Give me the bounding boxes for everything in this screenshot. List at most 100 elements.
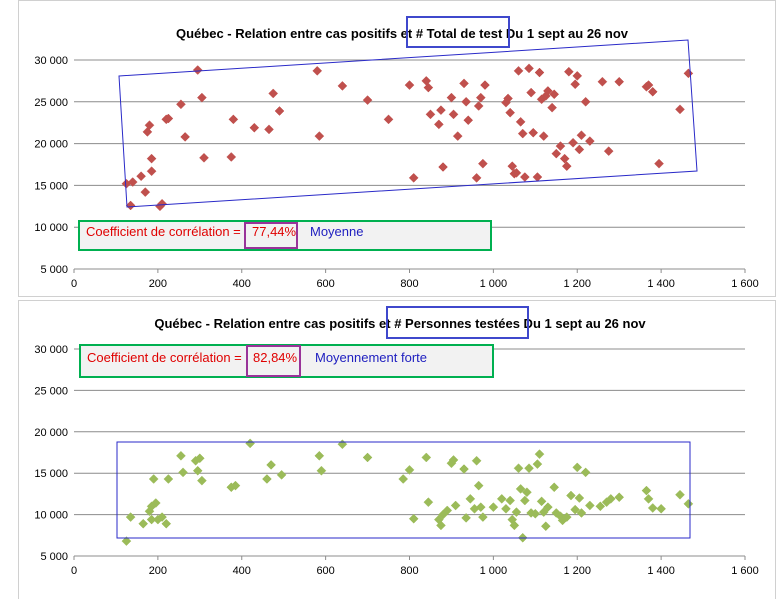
chart-1-data-point (226, 152, 237, 162)
chart-1-data-point (654, 158, 664, 169)
chart-1-data-point (507, 161, 518, 172)
chart-1-x-tick-label: 1 000 (480, 278, 508, 290)
chart-1-data-point (436, 105, 446, 116)
chart-1-annotation-value: 77,44% (252, 224, 297, 239)
chart-2-data-point (536, 496, 547, 507)
chart-2-data-point (121, 536, 132, 546)
chart-1-title-part-3: Du 1 sept au 26 nov (502, 26, 628, 41)
chart-2-data-point (404, 465, 415, 475)
chart-2-data-point (505, 495, 516, 506)
chart-2-y-tick-label: 30 000 (34, 344, 68, 356)
chart-2-y-tick-label: 10 000 (34, 510, 68, 522)
chart-2-data-point (436, 520, 446, 531)
chart-1-data-point (519, 172, 530, 182)
chart-2-x-tick-label: 600 (316, 565, 334, 577)
chart-1-data-point (192, 65, 203, 75)
chart-1-data-point (568, 137, 578, 148)
chart-1-data-point (574, 144, 585, 155)
chart-1-data-point (125, 200, 136, 211)
chart-2-data-point (459, 464, 469, 474)
chart-1-x-tick-label: 1 600 (731, 278, 759, 290)
chart-1-data-point (337, 81, 348, 91)
chart-1-data-point (551, 148, 562, 159)
chart-2-data-point (540, 521, 551, 532)
chart-1-data-point (538, 131, 549, 141)
chart-1-data-point (576, 130, 587, 141)
chart-1-data-point (603, 146, 614, 156)
chart-1-data-point (524, 63, 534, 74)
chart-2-data-point (580, 467, 591, 478)
chart-1-data-point (127, 177, 138, 187)
chart-2-data-point (276, 470, 287, 480)
chart-2-data-point (519, 495, 530, 506)
chart-2-data-point (513, 463, 524, 474)
chart-2-data-point (398, 474, 409, 484)
chart-2-data-point (448, 455, 459, 465)
chart-1-data-point (547, 102, 557, 113)
chart-2-envelope-shape (116, 441, 691, 539)
chart-1-data-point (199, 152, 209, 163)
chart-1-data-point (434, 119, 444, 130)
chart-2-data-point (245, 438, 255, 449)
chart-1-data-point (473, 101, 484, 111)
chart-1-title: Québec - Relation entre cas positifs et … (176, 26, 629, 41)
chart-1-data-point (511, 168, 522, 178)
chart-2-data-point (421, 452, 432, 463)
chart-2-data-point (574, 493, 585, 503)
chart-1-data-point (561, 161, 572, 172)
chart-1-annotation-box (78, 220, 492, 251)
chart-1-data-point (274, 106, 285, 116)
chart-1-data-point (197, 92, 207, 103)
chart-2-x-tick-label: 1 600 (731, 565, 759, 577)
chart-1-data-point (404, 80, 415, 90)
chart-1-data-point (549, 89, 560, 100)
chart-1-x-tick-label: 600 (316, 278, 334, 290)
chart-2-data-point (570, 504, 581, 515)
chart-1-plot: 5 000 10 000 15 000 20 000 25 000 30 000 0 200 4… (34, 55, 758, 290)
chart-2-data-point (605, 494, 616, 504)
chart-1-data-point (528, 127, 539, 138)
chart-2-x-tick-label: 400 (233, 565, 251, 577)
chart-2-data-point (647, 503, 658, 513)
chart-1-y-tick-label: 10 000 (34, 222, 68, 234)
chart-1-data-point (555, 141, 566, 151)
chart-1-data-point (459, 78, 469, 89)
chart-1-data-point (559, 153, 570, 164)
chart-2-data-point (488, 502, 499, 513)
chart-2-data-point (501, 503, 511, 514)
chart-2-data-point (465, 494, 476, 504)
chart-1-annotation-value-box (244, 222, 298, 249)
chart-2-y-tick-label: 20 000 (34, 427, 68, 439)
chart-2-data-point (584, 500, 595, 511)
chart-1-x-tick-label: 200 (149, 278, 167, 290)
chart-1-title-part-2: # Total de test (416, 26, 503, 41)
chart-2-data-point (543, 502, 553, 513)
chart-1-data-point (408, 173, 419, 183)
chart-2-data-point (595, 501, 606, 512)
chart-2-data-point (262, 474, 272, 484)
chart-2-annotation-box (79, 344, 494, 378)
chart-2-data-point (176, 450, 186, 461)
chart-2-data-point (572, 462, 583, 473)
chart-2-annotation-label: Coefficient de corrélation = (87, 350, 242, 365)
chart-1-data-point (446, 92, 457, 103)
chart-2-annotation-value: 82,84% (253, 350, 298, 365)
chart-2-x-tick-label: 1 000 (480, 565, 508, 577)
chart-1-annotation-label: Coefficient de corrélation = (86, 224, 241, 239)
chart-2-data-point (530, 508, 541, 519)
chart-2-data-point (157, 512, 167, 522)
chart-1-data-point (228, 114, 239, 125)
chart-1-y-tick-label: 20 000 (34, 139, 68, 151)
chart-2-data-point (161, 518, 172, 529)
chart-1-data-point (157, 198, 167, 209)
chart-2-data-point (549, 482, 560, 493)
chart-2-data-point (408, 513, 419, 524)
chart-2-annotation-value-box (246, 345, 301, 377)
chart-2-data-point (522, 487, 532, 498)
chart-2-data-point (125, 512, 136, 522)
chart-1-data-point (675, 104, 685, 115)
chart-2-x-tick-label: 1 200 (563, 565, 591, 577)
chart-2-data-point (314, 450, 325, 461)
chart-1-data-point (564, 66, 574, 77)
